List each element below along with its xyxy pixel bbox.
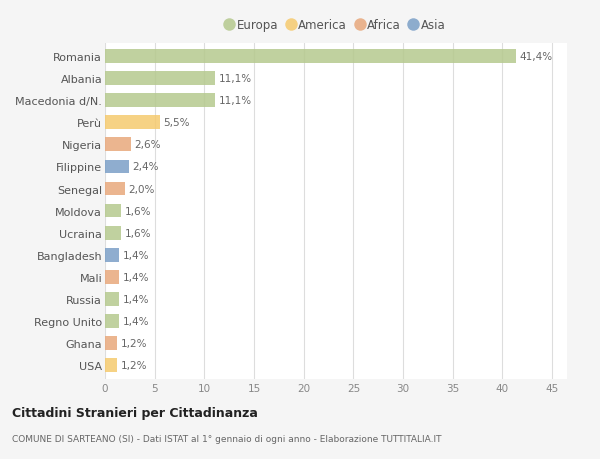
- Bar: [105, 336, 117, 350]
- Bar: [105, 182, 125, 196]
- Legend: Europa, America, Africa, Asia: Europa, America, Africa, Asia: [224, 17, 448, 34]
- Text: 11,1%: 11,1%: [219, 96, 252, 106]
- Bar: [105, 138, 131, 152]
- Text: 2,4%: 2,4%: [133, 162, 159, 172]
- Text: 5,5%: 5,5%: [163, 118, 190, 128]
- Bar: [105, 116, 160, 130]
- Bar: [105, 314, 119, 328]
- Text: 1,4%: 1,4%: [122, 294, 149, 304]
- Bar: [105, 72, 215, 86]
- Text: 11,1%: 11,1%: [219, 74, 252, 84]
- Bar: [105, 358, 117, 372]
- Text: 2,0%: 2,0%: [128, 184, 155, 194]
- Text: 1,2%: 1,2%: [121, 360, 147, 370]
- Text: 41,4%: 41,4%: [520, 52, 553, 62]
- Bar: [105, 94, 215, 108]
- Text: 1,6%: 1,6%: [124, 228, 151, 238]
- Bar: [105, 226, 121, 240]
- Bar: [105, 292, 119, 306]
- Text: 1,2%: 1,2%: [121, 338, 147, 348]
- Bar: [105, 270, 119, 284]
- Text: Cittadini Stranieri per Cittadinanza: Cittadini Stranieri per Cittadinanza: [12, 406, 258, 419]
- Bar: [105, 204, 121, 218]
- Bar: [105, 160, 129, 174]
- Text: 1,4%: 1,4%: [122, 272, 149, 282]
- Bar: [105, 50, 517, 64]
- Text: 1,6%: 1,6%: [124, 206, 151, 216]
- Bar: [105, 248, 119, 262]
- Text: 2,6%: 2,6%: [134, 140, 161, 150]
- Text: COMUNE DI SARTEANO (SI) - Dati ISTAT al 1° gennaio di ogni anno - Elaborazione T: COMUNE DI SARTEANO (SI) - Dati ISTAT al …: [12, 434, 442, 443]
- Text: 1,4%: 1,4%: [122, 250, 149, 260]
- Text: 1,4%: 1,4%: [122, 316, 149, 326]
